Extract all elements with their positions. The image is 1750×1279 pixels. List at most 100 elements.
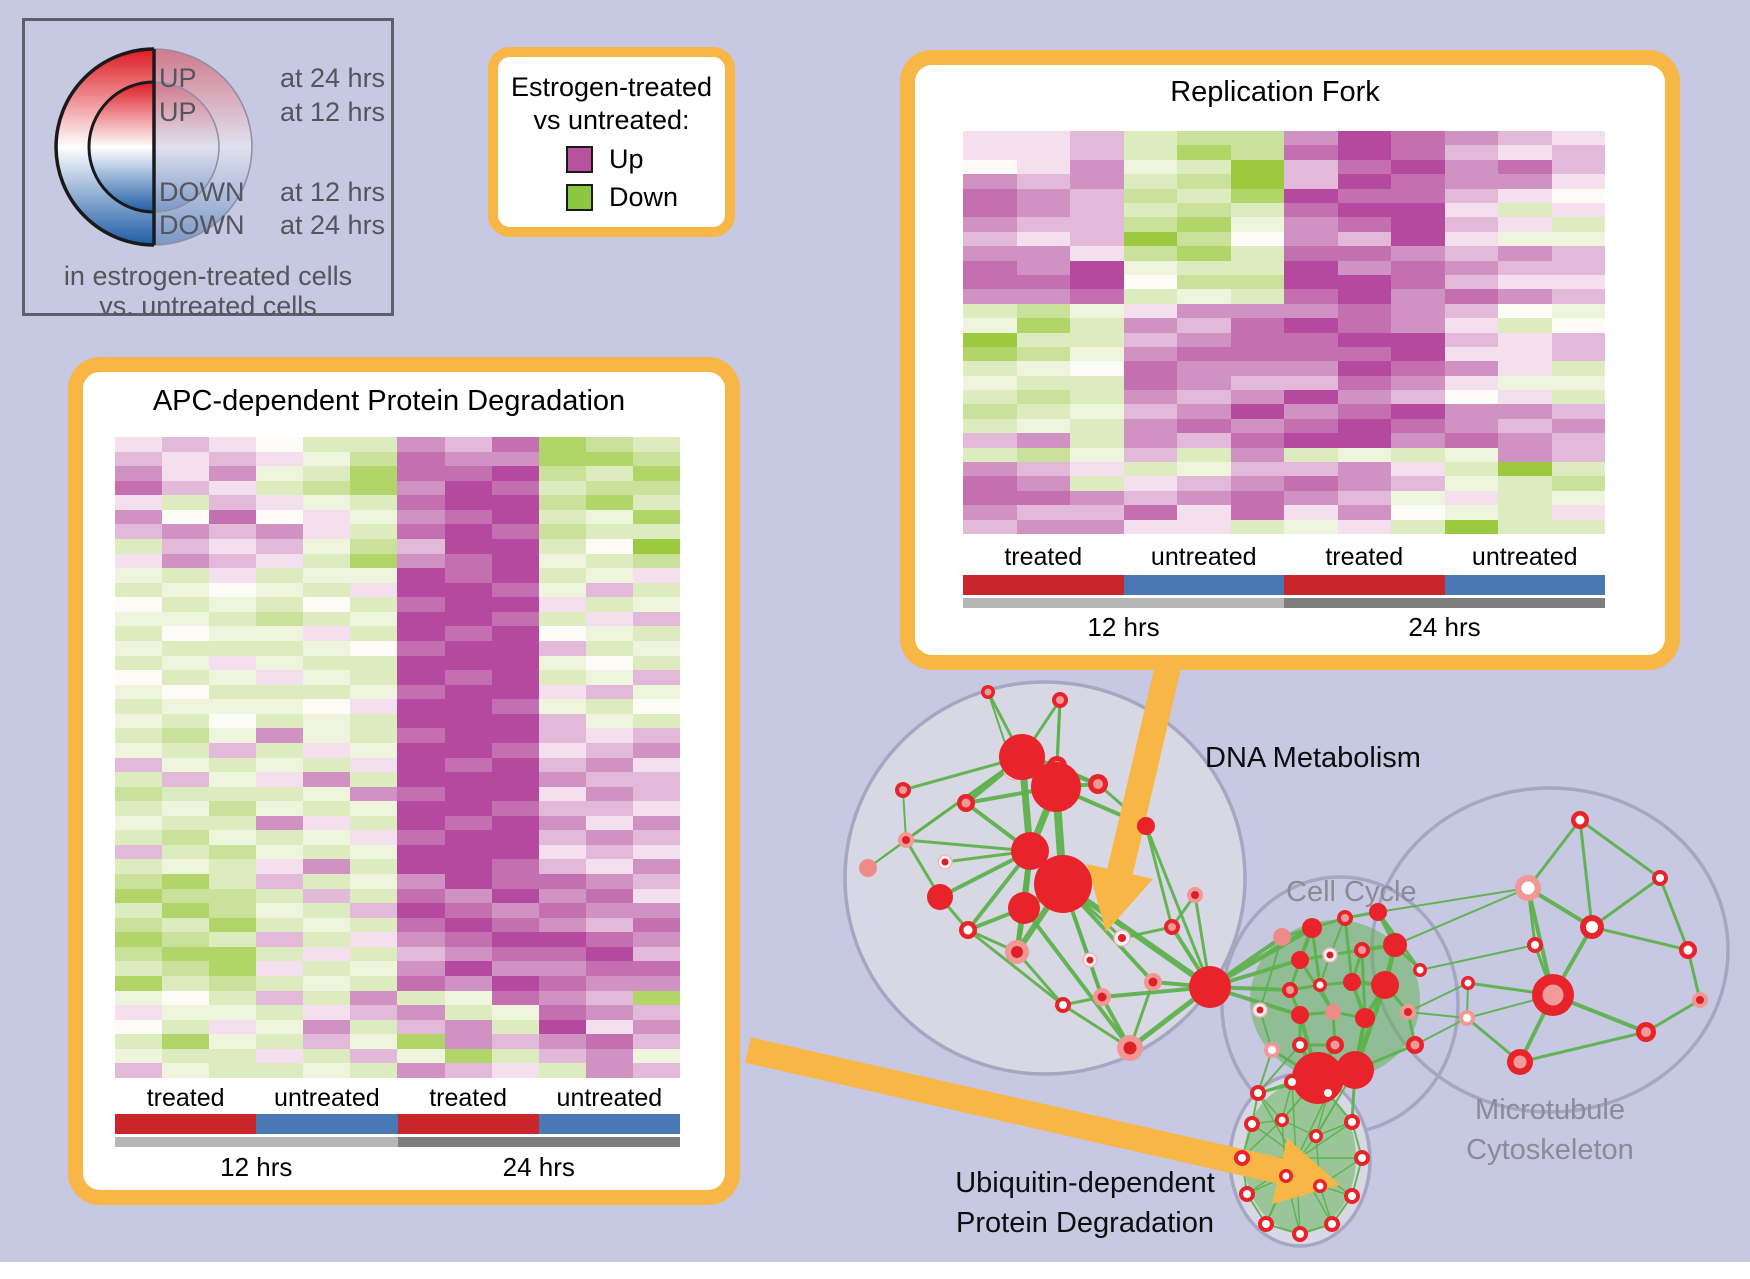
heatmap-cell	[538, 844, 586, 860]
heatmap-cell	[585, 713, 633, 729]
heatmap-cell	[209, 961, 257, 977]
heatmap-cell	[397, 990, 445, 1006]
heatmap-cell	[350, 728, 398, 743]
heatmap-cell	[1337, 390, 1391, 405]
heatmap-cell	[538, 757, 586, 773]
up-12-label: UP	[159, 97, 197, 127]
heatmap-cell	[491, 597, 539, 612]
network-edge	[867, 756, 1023, 869]
heatmap-cell	[1070, 490, 1124, 506]
heatmap-cell	[585, 903, 633, 918]
network-node-core	[1586, 921, 1598, 933]
heatmap-cell	[397, 1034, 445, 1049]
heatmap-cell	[1337, 289, 1391, 304]
heatmap-cell	[350, 830, 398, 845]
network-node-core	[1262, 1220, 1270, 1228]
heatmap-cell	[350, 1019, 398, 1035]
heatmap-cell	[115, 655, 163, 671]
heatmap-cell	[115, 568, 163, 583]
heatmap-cell	[303, 466, 351, 481]
heatmap-cell	[538, 509, 586, 525]
heatmap-cell	[1016, 217, 1070, 232]
heatmap-cell	[397, 1063, 445, 1078]
heatmap-cell	[1070, 188, 1124, 203]
heatmap-cell	[1070, 332, 1124, 347]
heatmap-cell	[1391, 433, 1445, 448]
heatmap-cell	[1016, 159, 1070, 175]
apc-heatmap	[115, 437, 680, 1078]
heatmap-cell	[350, 786, 398, 802]
heatmap-cell	[1391, 375, 1445, 391]
heatmap-cell	[632, 903, 680, 918]
heatmap-cell	[632, 611, 680, 627]
heatmap-cell	[1498, 332, 1552, 347]
network-node-core	[1696, 996, 1704, 1004]
heatmap-cell	[444, 582, 492, 598]
heatmap-cell	[1337, 433, 1391, 448]
heatmap-cell	[1551, 289, 1605, 304]
heatmap-cell	[1230, 476, 1284, 491]
heatmap-cell	[1444, 490, 1498, 506]
heatmap-cell	[1498, 131, 1552, 146]
heatmap-cell	[1070, 303, 1124, 319]
heatmap-cell	[1177, 476, 1231, 491]
heatmap-cell	[1337, 490, 1391, 506]
network-edge	[1407, 982, 1469, 1013]
heatmap-cell	[1444, 433, 1498, 448]
heatmap-cell	[963, 505, 1017, 520]
heatmap-cell	[303, 568, 351, 583]
heatmap-cell	[1284, 159, 1338, 175]
heatmap-cell	[115, 437, 163, 452]
heatmap-cell	[1070, 274, 1124, 290]
heatmap-cell	[209, 538, 257, 554]
heatmap-cell	[1230, 332, 1284, 347]
heatmap-cell	[162, 757, 210, 773]
heatmap-cell	[256, 815, 304, 831]
heatmap-cell	[963, 490, 1017, 506]
heatmap-cell	[303, 655, 351, 671]
updown-title-line1: Estrogen-treated	[510, 72, 713, 102]
heatmap-cell	[1284, 447, 1338, 463]
heatmap-cell	[1284, 346, 1338, 362]
heatmap-cell	[491, 553, 539, 569]
heatmap-cell	[1230, 375, 1284, 391]
heatmap-cell	[1284, 188, 1338, 203]
heatmap-cell	[1070, 217, 1124, 232]
heatmap-cell	[162, 495, 210, 510]
down-label: Down	[609, 182, 679, 212]
heatmap-cell	[115, 946, 163, 962]
ubiquitin-label-line2: Protein Degradation	[956, 1207, 1214, 1239]
heatmap-cell	[1284, 462, 1338, 477]
heatmap-cell	[1551, 159, 1605, 175]
heatmap-cell	[256, 757, 304, 773]
heatmap-cell	[1123, 131, 1177, 146]
heatmap-cell	[256, 480, 304, 496]
heatmap-cell	[209, 670, 257, 685]
heatmap-cell	[1016, 346, 1070, 362]
network-node	[1189, 966, 1231, 1008]
heatmap-cell	[1016, 505, 1070, 520]
heatmap-cell	[963, 318, 1017, 333]
heatmap-cell	[491, 524, 539, 539]
heatmap-cell	[1337, 361, 1391, 376]
heatmap-cell	[585, 728, 633, 743]
heatmap-cell	[256, 976, 304, 991]
heatmap-cell	[444, 597, 492, 612]
heatmap-cell	[115, 932, 163, 947]
heatmap-cell	[162, 640, 210, 656]
heatmap-cell	[1337, 260, 1391, 275]
heatmap-cell	[1230, 188, 1284, 203]
heatmap-cell	[1551, 433, 1605, 448]
heatmap-cell	[115, 1063, 163, 1078]
sample-color-bar	[1284, 575, 1445, 595]
heatmap-cell	[444, 815, 492, 831]
heatmap-cell	[444, 466, 492, 481]
heatmap-cell	[1337, 462, 1391, 477]
heatmap-cell	[585, 786, 633, 802]
heatmap-cell	[1498, 505, 1552, 520]
heatmap-cell	[350, 670, 398, 685]
network-edge	[1144, 824, 1212, 989]
heatmap-cell	[115, 815, 163, 831]
heatmap-cell	[303, 917, 351, 933]
network-node-core	[1348, 1118, 1356, 1126]
